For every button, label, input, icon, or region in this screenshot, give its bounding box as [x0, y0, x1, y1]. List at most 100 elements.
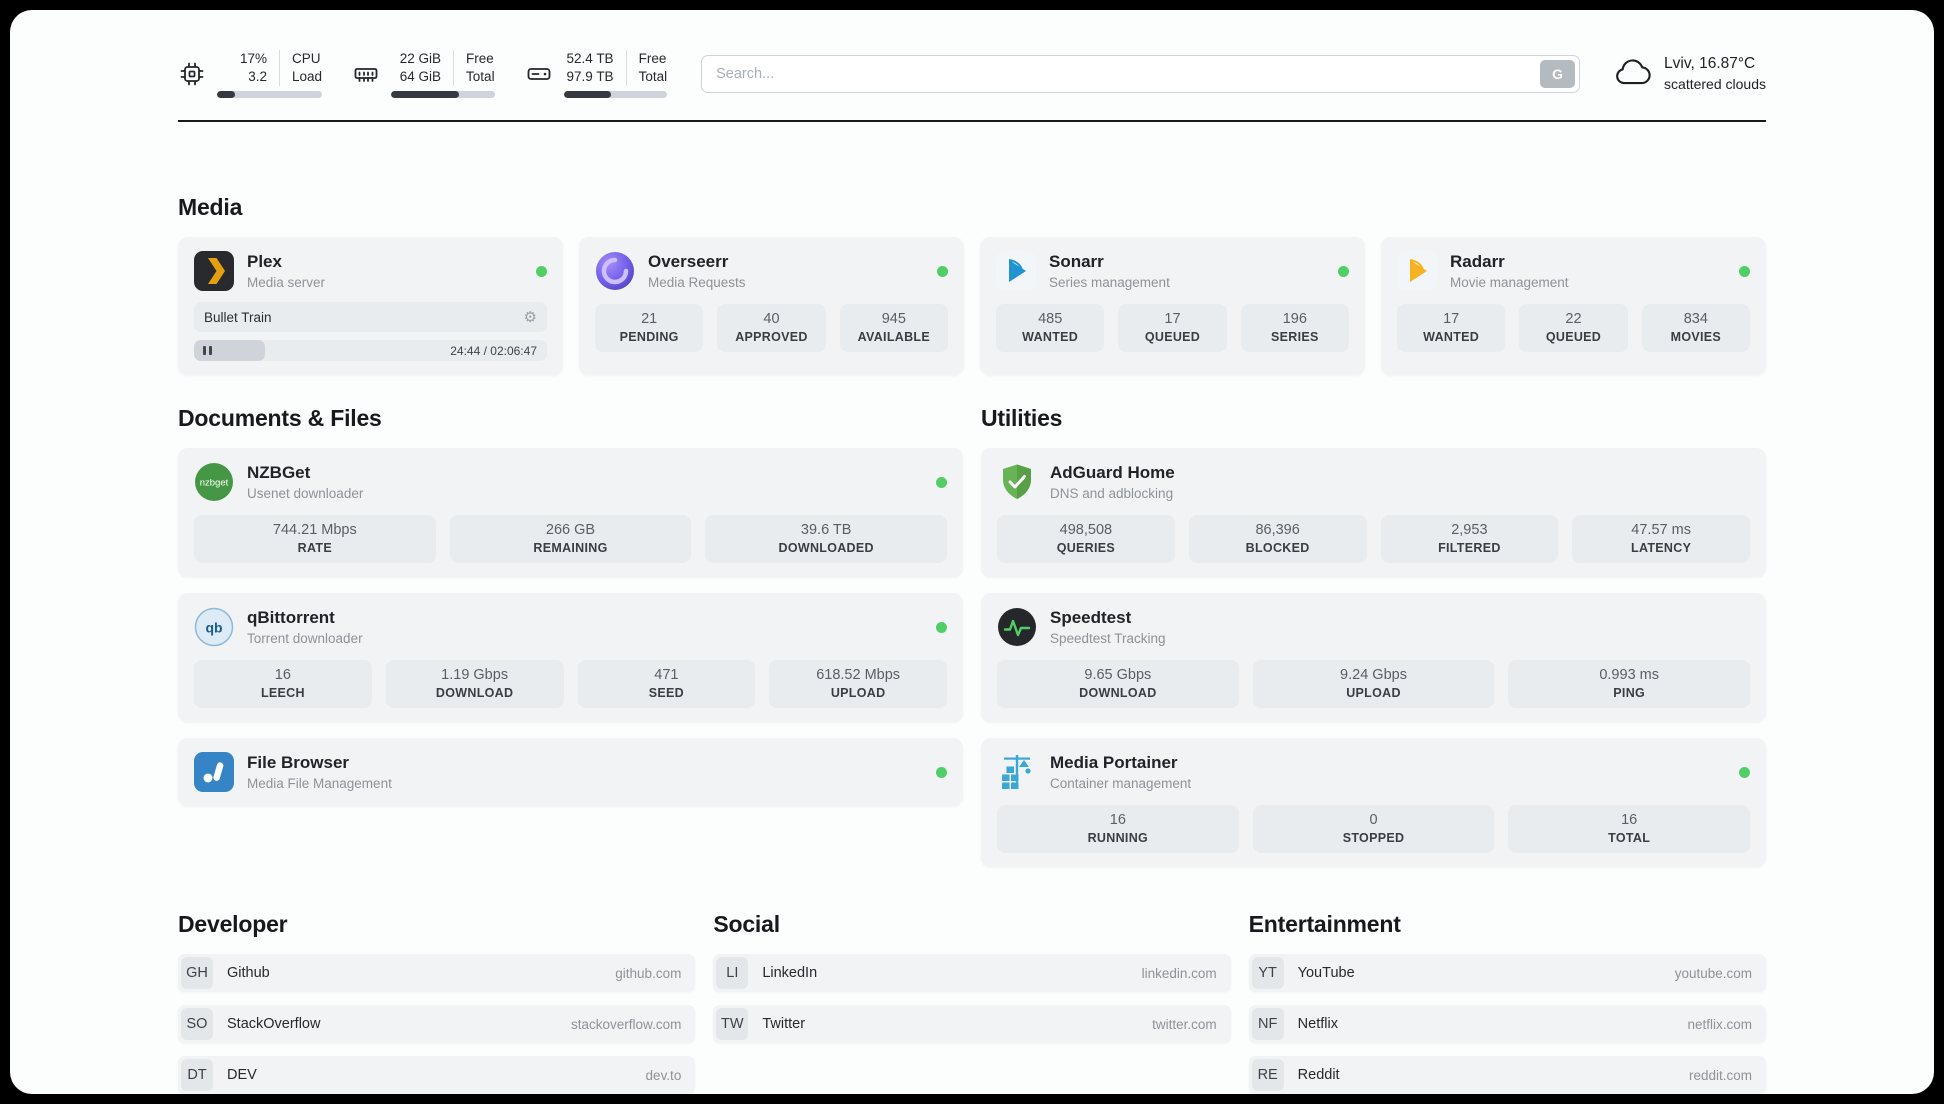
disk-widget: 52.4 TB 97.9 TB Free Total — [525, 50, 668, 99]
search-engine-button[interactable]: G — [1540, 60, 1576, 89]
stat-label: WANTED — [1022, 330, 1079, 345]
app-card-adguard[interactable]: AdGuard Home DNS and adblocking 498,508 … — [981, 448, 1766, 578]
bookmark-url: github.com — [615, 965, 682, 981]
stat-box: 2,953 FILTERED — [1380, 515, 1559, 564]
cloud-icon — [1614, 54, 1652, 94]
bookmark-netflix[interactable]: NF Netflix netflix.com — [1248, 1005, 1766, 1044]
stat-label: FILTERED — [1438, 541, 1501, 556]
status-indicator — [1739, 766, 1750, 778]
search-input[interactable] — [701, 55, 1581, 94]
stat-label: QUEUED — [1144, 330, 1201, 345]
app-card-speedtest[interactable]: Speedtest Speedtest Tracking 9.65 Gbps D… — [981, 593, 1766, 723]
app-name: Radarr — [1450, 252, 1505, 272]
app-description: Movie management — [1450, 275, 1569, 291]
section-title-entertainment: Entertainment — [1248, 911, 1401, 938]
bookmark-abbr: LI — [716, 957, 749, 990]
bookmark-url: netflix.com — [1687, 1016, 1752, 1032]
cpu-usage-fill — [217, 91, 235, 99]
bookmark-linkedin[interactable]: LI LinkedIn linkedin.com — [713, 954, 1231, 993]
app-card-plex[interactable]: Plex Media server Bullet Train ⚙ 24:44 — [178, 237, 563, 376]
bookmark-abbr: RE — [1251, 1059, 1284, 1092]
stat-label: LATENCY — [1631, 541, 1692, 556]
status-indicator — [536, 265, 547, 277]
stat-label: LEECH — [260, 686, 305, 701]
app-card-nzbget[interactable]: nzbget NZBGet Usenet downloader — [178, 448, 963, 578]
bookmark-url: youtube.com — [1674, 965, 1752, 981]
sonarr-icon — [996, 251, 1036, 292]
app-name: File Browser — [247, 753, 350, 773]
app-card-radarr[interactable]: Radarr Movie management 17 WANTED 22 QUE… — [1381, 237, 1766, 376]
stat-label: QUEUED — [1545, 330, 1602, 345]
header-divider — [178, 120, 1766, 123]
bookmark-abbr: YT — [1251, 957, 1284, 990]
stat-value: 1.19 Gbps — [441, 667, 509, 684]
stat-label: UPLOAD — [830, 686, 886, 701]
stat-label: MOVIES — [1670, 330, 1722, 345]
pause-icon[interactable] — [203, 346, 212, 356]
hard-drive-icon — [525, 60, 553, 88]
app-card-qbittorrent[interactable]: qb qBittorrent Torrent downloader — [178, 593, 963, 723]
stat-label: RATE — [297, 541, 332, 556]
stat-value: 266 GB — [545, 522, 596, 539]
bookmark-url: linkedin.com — [1141, 965, 1217, 981]
cpu-widget: 17% 3.2 CPU Load — [178, 50, 323, 99]
stat-label: QUERIES — [1056, 541, 1116, 556]
app-card-overseerr[interactable]: Overseerr Media Requests 21 PENDING 40 A… — [579, 237, 964, 376]
bookmark-stackoverflow[interactable]: SO StackOverflow stackoverflow.com — [178, 1005, 696, 1044]
bookmark-youtube[interactable]: YT YouTube youtube.com — [1248, 954, 1766, 993]
app-description: DNS and adblocking — [1050, 486, 1174, 502]
stat-value: 17 — [1443, 311, 1460, 328]
stat-label: UPLOAD — [1346, 686, 1401, 701]
search-box: G — [701, 55, 1581, 94]
stat-value: 618.52 Mbps — [816, 667, 901, 684]
stat-box: 16 LEECH — [194, 660, 372, 709]
app-description: Media File Management — [247, 776, 392, 792]
stat-box: 39.6 TB DOWNLOADED — [705, 515, 948, 564]
ram-widget: 22 GiB 64 GiB Free Total — [352, 50, 495, 99]
app-name: Plex — [247, 252, 282, 272]
filebrowser-icon — [194, 752, 234, 793]
bookmark-url: dev.to — [645, 1067, 682, 1083]
disk-label-2: Total — [638, 69, 668, 85]
stat-label: BLOCKED — [1245, 541, 1310, 556]
stat-box: 21 PENDING — [595, 304, 704, 353]
status-indicator — [936, 476, 947, 488]
app-description: Series management — [1049, 275, 1170, 291]
bookmark-name: LinkedIn — [762, 965, 818, 982]
stat-box: 40 APPROVED — [717, 304, 826, 353]
stat-value: 9.65 Gbps — [1084, 667, 1152, 684]
app-name: Media Portainer — [1050, 753, 1178, 773]
bookmark-twitter[interactable]: TW Twitter twitter.com — [713, 1005, 1231, 1044]
divider — [279, 50, 280, 87]
stat-box: 618.52 Mbps UPLOAD — [769, 660, 947, 709]
app-description: Container management — [1050, 776, 1192, 792]
bookmark-github[interactable]: GH Github github.com — [178, 954, 696, 993]
stat-value: 47.57 ms — [1631, 522, 1691, 539]
stat-label: DOWNLOAD — [435, 686, 514, 701]
disk-usage-fill — [563, 91, 612, 99]
stat-label: AVAILABLE — [857, 330, 930, 345]
stat-value: 2,953 — [1451, 522, 1488, 539]
stat-label: PENDING — [619, 330, 679, 345]
bookmark-url: reddit.com — [1688, 1067, 1752, 1083]
cpu-percent: 17% — [239, 51, 267, 66]
settings-gear-icon[interactable]: ⚙ — [523, 309, 537, 327]
section-title-social: Social — [713, 911, 780, 938]
app-card-portainer[interactable]: Media Portainer Container management 16 … — [981, 738, 1766, 868]
stat-box: 266 GB REMAINING — [449, 515, 692, 564]
bookmark-reddit[interactable]: RE Reddit reddit.com — [1248, 1056, 1766, 1094]
section-media: Media Plex Media server — [178, 194, 1766, 376]
ram-free: 22 GiB — [399, 51, 442, 66]
now-playing-bar: Bullet Train ⚙ — [194, 302, 547, 333]
bookmark-abbr: TW — [716, 1008, 749, 1041]
bookmark-dev[interactable]: DT DEV dev.to — [178, 1056, 696, 1094]
ram-usage-bar — [391, 91, 495, 99]
app-description: Media Requests — [648, 275, 746, 291]
app-card-filebrowser[interactable]: File Browser Media File Management — [178, 738, 963, 807]
app-card-sonarr[interactable]: Sonarr Series management 485 WANTED 17 Q… — [980, 237, 1365, 376]
player-progress-bar[interactable]: 24:44 / 02:06:47 — [194, 340, 547, 362]
divider — [453, 50, 455, 87]
stat-label: APPROVED — [735, 330, 808, 345]
stat-value: 9.24 Gbps — [1340, 667, 1407, 684]
weather-location: Lviv, 16.87°C — [1664, 55, 1756, 73]
